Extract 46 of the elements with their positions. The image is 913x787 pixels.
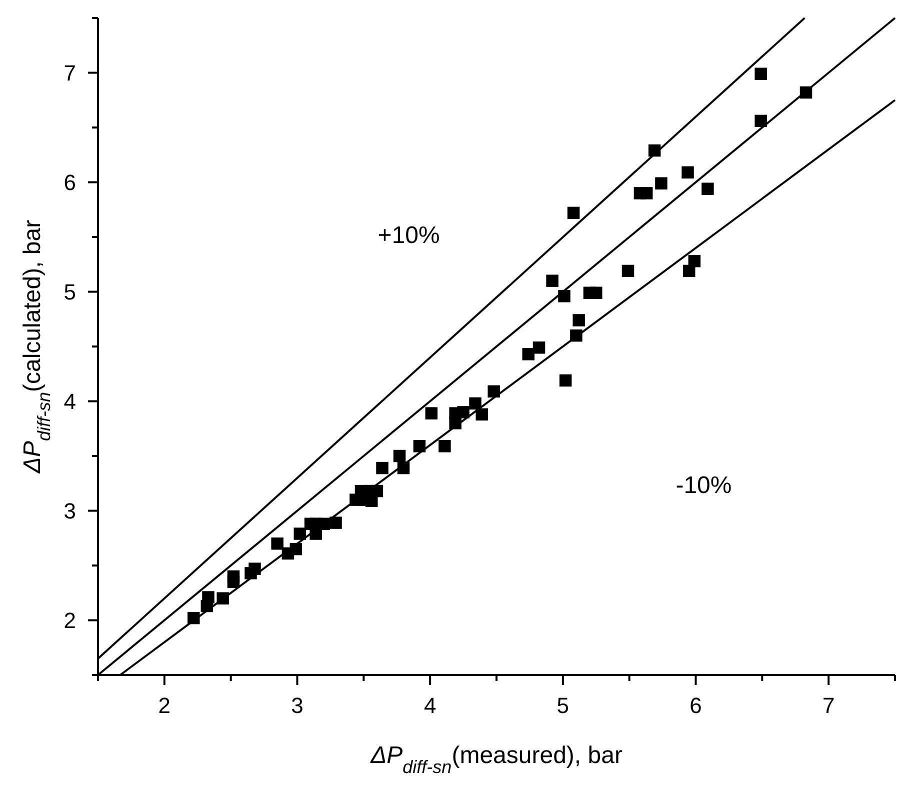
point (202, 591, 214, 604)
point (754, 68, 767, 80)
annotation: -10% (676, 472, 732, 499)
point (413, 440, 426, 452)
x-tick-label: 2 (158, 693, 171, 718)
point (248, 562, 261, 575)
y-tick-label: 7 (64, 60, 76, 86)
point (425, 407, 438, 420)
point (271, 537, 284, 550)
y-tick-label: 6 (64, 170, 76, 195)
x-tick-label: 3 (291, 693, 304, 718)
point (682, 166, 694, 179)
point (532, 341, 546, 354)
point (522, 348, 535, 360)
y-tick-label: 5 (64, 279, 76, 304)
y-tick-label: 4 (64, 388, 76, 414)
point (572, 314, 585, 326)
point (567, 206, 580, 220)
annotation: +10% (378, 222, 440, 250)
point (330, 516, 342, 529)
point (640, 187, 653, 200)
point (688, 254, 701, 268)
point (469, 397, 482, 410)
point (655, 177, 668, 190)
point (622, 264, 634, 278)
point (702, 182, 714, 195)
point (476, 408, 488, 421)
point (438, 440, 451, 452)
x-tick-label: 5 (556, 693, 570, 718)
y-tick-label: 2 (64, 608, 76, 633)
point (558, 290, 570, 302)
point (754, 114, 767, 128)
point (294, 528, 306, 540)
y-tick-label: 3 (64, 498, 76, 524)
point (393, 450, 406, 462)
x-axis-title: ΔP$_{diff-sn}$(measured), bar (370, 742, 622, 777)
x-tick-label: 4 (424, 693, 436, 718)
point (376, 462, 388, 474)
x-tick-label: 6 (690, 693, 702, 718)
point (457, 406, 470, 418)
x-tick-label: 7 (822, 693, 835, 718)
point (590, 286, 602, 299)
point (227, 570, 240, 583)
point (488, 385, 500, 398)
point (559, 374, 572, 387)
point (546, 274, 558, 287)
